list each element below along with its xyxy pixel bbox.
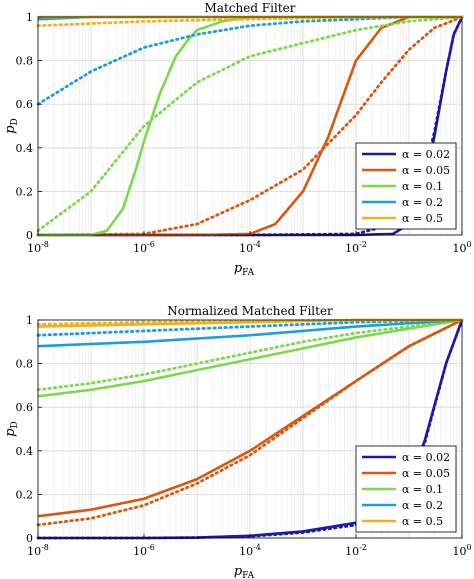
series-line-3-solid bbox=[37, 318, 463, 398]
series-line-3-dotted bbox=[36, 318, 464, 392]
x-tick-label: 10-4 bbox=[239, 240, 261, 255]
x-tick-label: 10-8 bbox=[27, 543, 49, 558]
x-tick-label: 10-6 bbox=[133, 240, 155, 255]
series-line-2-solid bbox=[37, 318, 463, 518]
legend-entry-label: α = 0.1 bbox=[402, 483, 443, 496]
y-tick-label: 0.4 bbox=[16, 142, 34, 155]
series-line-4-dotted bbox=[36, 318, 464, 337]
y-tick-label: 1 bbox=[26, 11, 33, 24]
series-line-4-solid bbox=[37, 318, 463, 348]
x-tick-label: 10-2 bbox=[345, 240, 367, 255]
legend-entry-label: α = 0.05 bbox=[402, 467, 450, 480]
y-tick-label: 0.6 bbox=[16, 98, 34, 111]
legend-entry-label: α = 0.2 bbox=[402, 196, 443, 209]
series-line-3-dotted bbox=[36, 15, 464, 233]
legend: α = 0.02 α = 0.05 α = 0.1 α = 0.2 α = 0.5 bbox=[355, 142, 457, 230]
y-tick-label: 0.6 bbox=[16, 401, 34, 414]
y-tick-label: 0.8 bbox=[16, 358, 34, 371]
x-tick-label: 10-6 bbox=[133, 543, 155, 558]
y-tick-label: 0.8 bbox=[16, 55, 34, 68]
legend-entry-label: α = 0.1 bbox=[402, 180, 443, 193]
y-axis-label: pD bbox=[3, 118, 20, 134]
chart-title: Normalized Matched Filter bbox=[167, 304, 333, 318]
x-tick-label: 100 bbox=[452, 240, 471, 255]
x-tick-label: 10-4 bbox=[239, 543, 261, 558]
legend: α = 0.02 α = 0.05 α = 0.1 α = 0.2 α = 0.5 bbox=[355, 445, 457, 533]
legend-entry-label: α = 0.02 bbox=[402, 451, 450, 464]
y-tick-label: 1 bbox=[26, 314, 33, 327]
legend-entry-label: α = 0.02 bbox=[402, 148, 450, 161]
legend-entry-label: α = 0.5 bbox=[402, 515, 443, 528]
x-tick-label: 100 bbox=[452, 543, 471, 558]
y-tick-label: 0.2 bbox=[16, 185, 34, 198]
legend-entry-label: α = 0.05 bbox=[402, 164, 450, 177]
x-tick-label: 10-2 bbox=[345, 543, 367, 558]
legend-entry-label: α = 0.5 bbox=[402, 212, 443, 225]
y-axis-label: pD bbox=[3, 421, 20, 437]
series-line-3-solid bbox=[38, 15, 462, 237]
series-line-2-dotted bbox=[36, 15, 464, 237]
x-axis-label: pFA bbox=[234, 261, 255, 278]
chart-panel-2: 0 0.2 0.4 0.6 0.8 1 10-8 10-6 10-4 10-2 100 Normali… bbox=[3, 304, 472, 579]
y-tick-label: 0.2 bbox=[16, 488, 34, 501]
chart-panel-1: 0 0.2 0.4 0.6 0.8 1 10-8 10-6 10-4 10-2 100 Matched… bbox=[3, 1, 472, 278]
y-tick-label: 0 bbox=[26, 532, 33, 545]
chart-title: Matched Filter bbox=[205, 1, 296, 15]
y-tick-label: 0.4 bbox=[16, 445, 34, 458]
x-tick-label: 10-8 bbox=[27, 240, 49, 255]
legend-entry-label: α = 0.2 bbox=[402, 499, 443, 512]
x-axis-label: pFA bbox=[234, 564, 255, 579]
y-tick-label: 0 bbox=[26, 229, 33, 242]
grid bbox=[37, 16, 463, 236]
